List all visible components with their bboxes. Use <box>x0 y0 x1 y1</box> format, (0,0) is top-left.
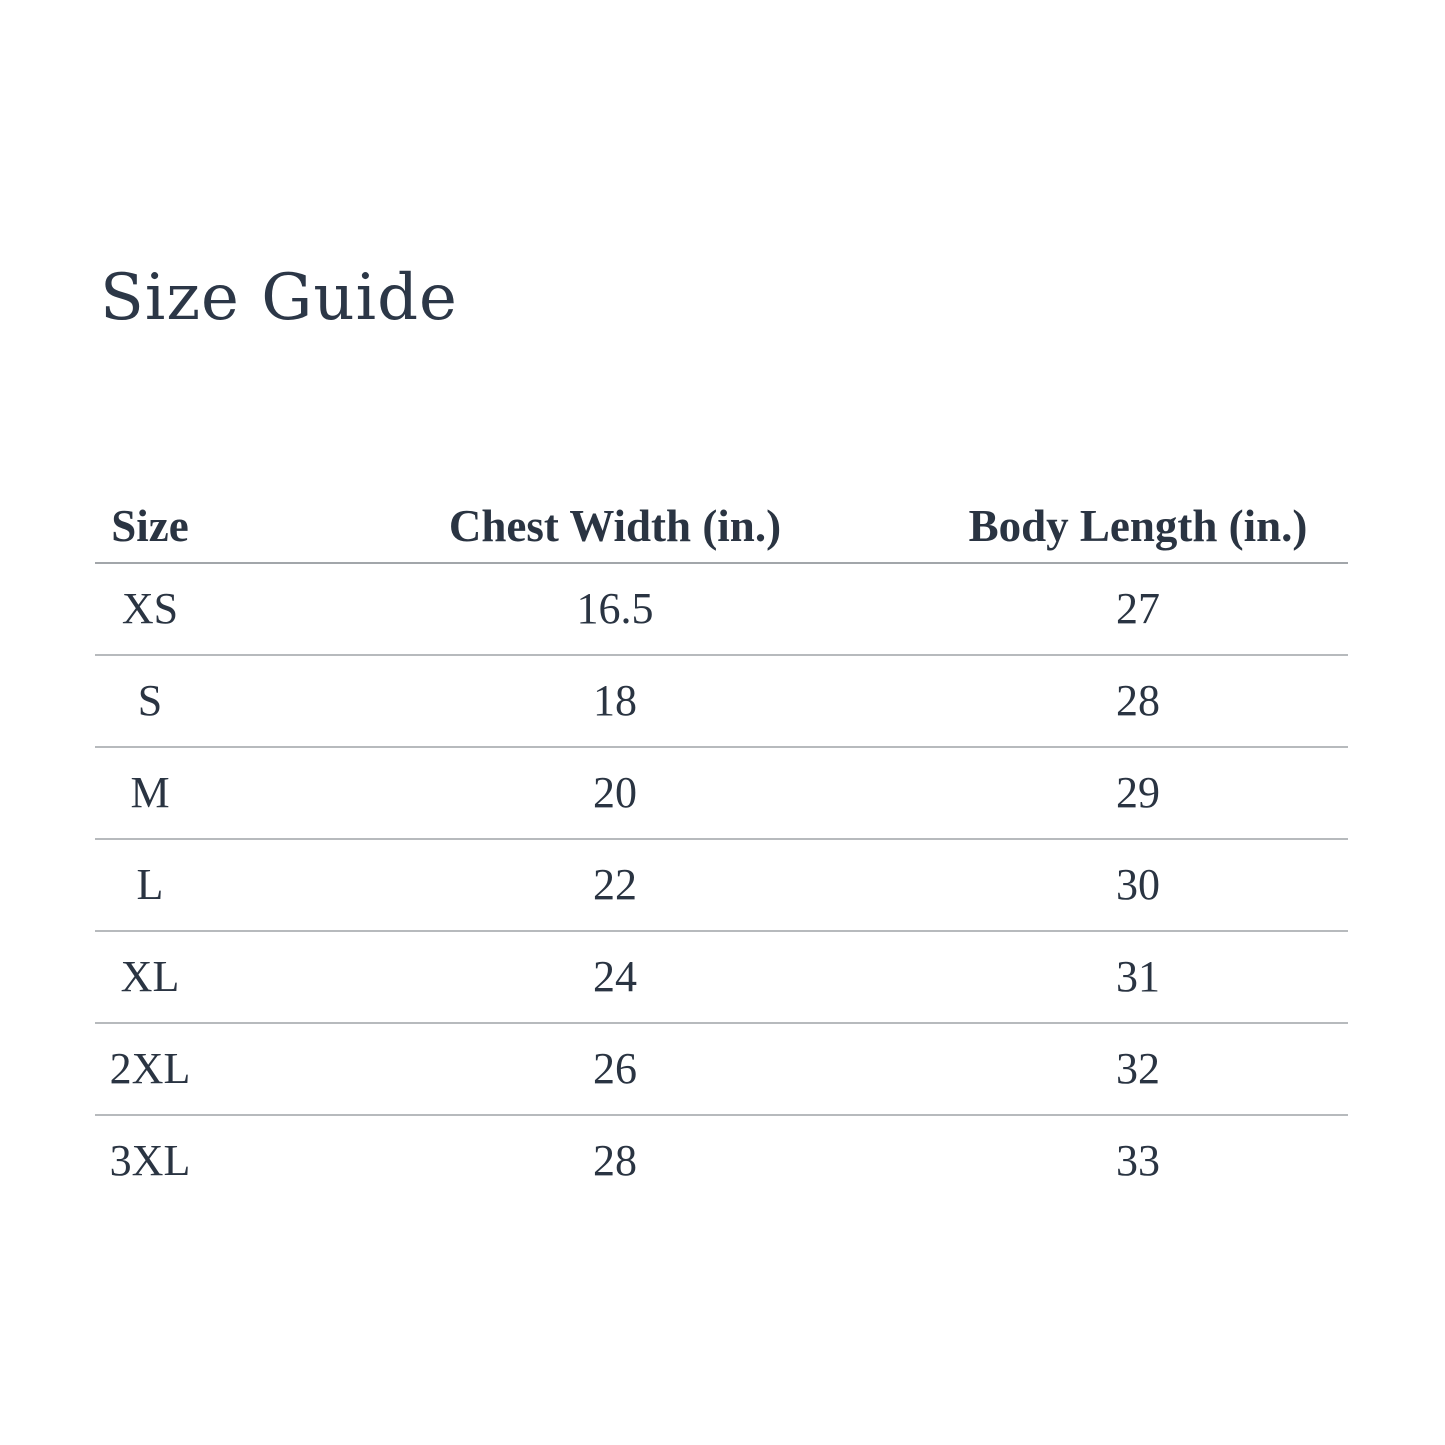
size-cell: L <box>136 860 164 909</box>
column-spacer <box>205 793 400 794</box>
chest-width-cell: 20 <box>593 768 637 817</box>
table-row: M 20 29 <box>95 748 1348 840</box>
table-row: XS 16.5 27 <box>95 564 1348 656</box>
column-spacer <box>830 793 928 794</box>
body-length-cell: 27 <box>1116 584 1160 633</box>
chest-width-cell: 16.5 <box>576 584 654 633</box>
column-header-body-length: Body Length (in.) <box>968 500 1308 551</box>
column-spacer <box>205 1069 400 1070</box>
table-body: XS 16.5 27 S 18 28 M 20 29 L 22 30 <box>95 564 1348 1206</box>
column-header-size: Size <box>111 500 189 551</box>
table-header-row: Size Chest Width (in.) Body Length (in.) <box>95 490 1348 564</box>
body-length-cell: 29 <box>1116 768 1160 817</box>
column-spacer <box>205 701 400 702</box>
column-spacer <box>830 885 928 886</box>
size-cell: S <box>137 676 163 725</box>
page-title: Size Guide <box>100 261 458 335</box>
chest-width-cell: 26 <box>593 1044 637 1093</box>
table-row: XL 24 31 <box>95 932 1348 1024</box>
column-spacer <box>205 977 400 978</box>
size-cell: 3XL <box>109 1136 191 1185</box>
chest-width-cell: 22 <box>593 860 637 909</box>
body-length-cell: 31 <box>1116 952 1160 1001</box>
column-spacer <box>830 1069 928 1070</box>
column-spacer <box>205 609 400 610</box>
body-length-cell: 32 <box>1116 1044 1160 1093</box>
column-spacer <box>830 1161 928 1162</box>
column-spacer <box>830 526 928 527</box>
chest-width-cell: 24 <box>593 952 637 1001</box>
size-cell: XS <box>121 584 179 633</box>
body-length-cell: 28 <box>1116 676 1160 725</box>
table-row: 2XL 26 32 <box>95 1024 1348 1116</box>
table-row: 3XL 28 33 <box>95 1116 1348 1206</box>
column-spacer <box>205 526 400 527</box>
size-cell: M <box>130 768 170 817</box>
column-header-chest-width: Chest Width (in.) <box>448 500 782 551</box>
column-spacer <box>830 977 928 978</box>
chest-width-cell: 18 <box>593 676 637 725</box>
column-spacer <box>830 701 928 702</box>
size-cell: 2XL <box>109 1044 191 1093</box>
chest-width-cell: 28 <box>593 1136 637 1185</box>
size-cell: XL <box>120 952 180 1001</box>
column-spacer <box>830 609 928 610</box>
body-length-cell: 30 <box>1116 860 1160 909</box>
body-length-cell: 33 <box>1116 1136 1160 1185</box>
table-row: S 18 28 <box>95 656 1348 748</box>
column-spacer <box>205 885 400 886</box>
table-row: L 22 30 <box>95 840 1348 932</box>
size-guide-table: Size Chest Width (in.) Body Length (in.)… <box>95 490 1348 1206</box>
column-spacer <box>205 1161 400 1162</box>
